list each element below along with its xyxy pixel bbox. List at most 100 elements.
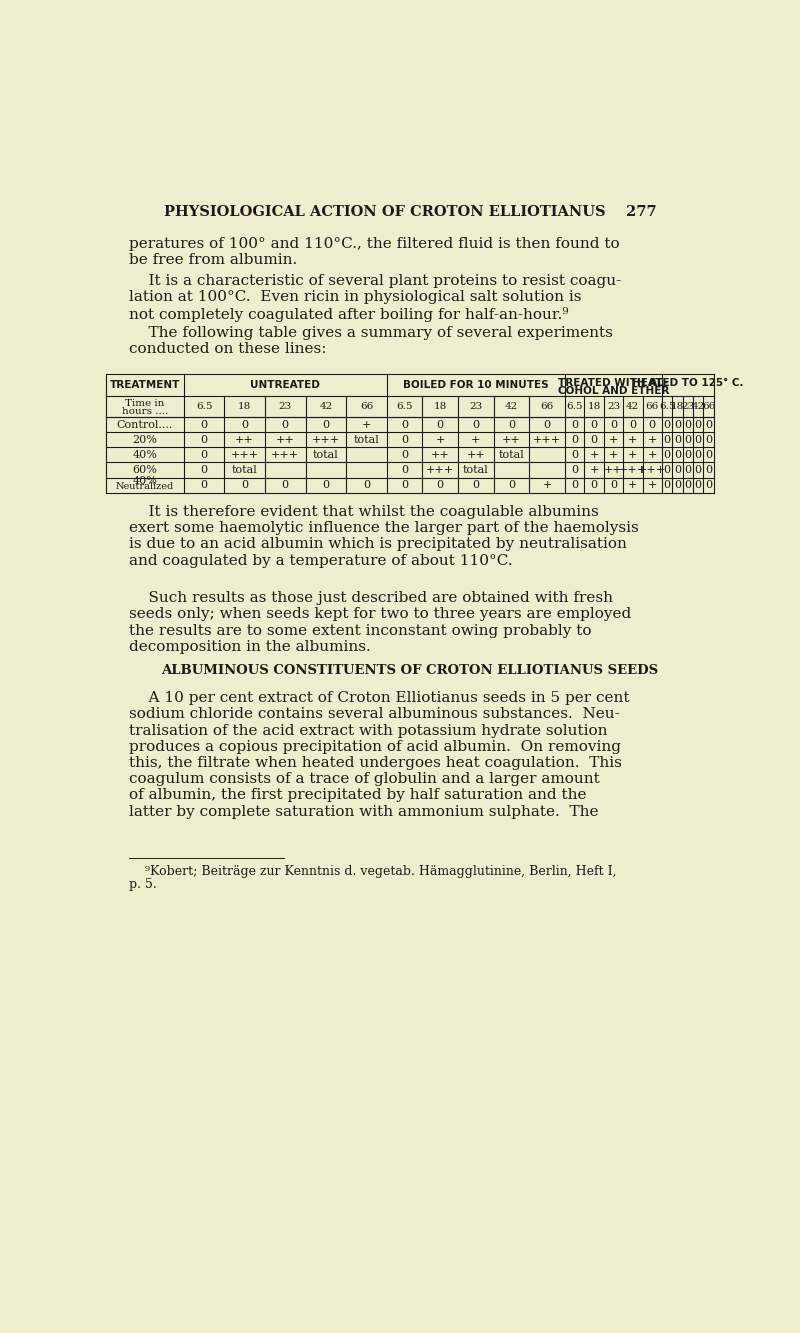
Text: 66: 66 bbox=[541, 401, 554, 411]
Text: +: + bbox=[628, 449, 638, 460]
Text: 0: 0 bbox=[590, 420, 598, 429]
Text: 0: 0 bbox=[201, 480, 207, 491]
Text: +: + bbox=[647, 449, 657, 460]
Text: 0: 0 bbox=[684, 449, 691, 460]
Text: +: + bbox=[590, 449, 598, 460]
Text: 0: 0 bbox=[282, 420, 289, 429]
Text: BOILED FOR 10 MINUTES: BOILED FOR 10 MINUTES bbox=[403, 380, 549, 389]
Text: 18: 18 bbox=[671, 401, 684, 411]
Text: 23: 23 bbox=[607, 401, 620, 411]
Text: The following table gives a summary of several experiments
conducted on these li: The following table gives a summary of s… bbox=[130, 325, 614, 356]
Text: hours ....: hours .... bbox=[122, 407, 168, 416]
Text: Neutralized: Neutralized bbox=[116, 483, 174, 491]
Text: p. 5.: p. 5. bbox=[130, 877, 157, 890]
Text: 0: 0 bbox=[674, 480, 681, 491]
Text: 42: 42 bbox=[626, 401, 639, 411]
Text: ++: ++ bbox=[466, 449, 486, 460]
Text: 0: 0 bbox=[508, 420, 515, 429]
Text: 0: 0 bbox=[694, 465, 702, 475]
Text: +: + bbox=[647, 435, 657, 445]
Text: +++: +++ bbox=[230, 449, 258, 460]
Text: 0: 0 bbox=[663, 480, 670, 491]
Text: 0: 0 bbox=[401, 480, 408, 491]
Text: +: + bbox=[362, 420, 371, 429]
Text: total: total bbox=[354, 435, 379, 445]
Text: total: total bbox=[463, 465, 489, 475]
Text: 6.5: 6.5 bbox=[659, 401, 675, 411]
Text: 0: 0 bbox=[684, 465, 691, 475]
Text: 0: 0 bbox=[694, 435, 702, 445]
Text: 0: 0 bbox=[674, 449, 681, 460]
Text: ALBUMINOUS CONSTITUENTS OF CROTON ELLIOTIANUS SEEDS: ALBUMINOUS CONSTITUENTS OF CROTON ELLIOT… bbox=[162, 664, 658, 677]
Text: 0: 0 bbox=[201, 435, 207, 445]
Text: 0: 0 bbox=[571, 435, 578, 445]
Text: 0: 0 bbox=[590, 435, 598, 445]
Text: A 10 per cent extract of Croton Elliotianus seeds in 5 per cent
sodium chloride : A 10 per cent extract of Croton Elliotia… bbox=[130, 692, 630, 818]
Text: 66: 66 bbox=[702, 401, 715, 411]
Text: 18: 18 bbox=[434, 401, 447, 411]
Text: 0: 0 bbox=[363, 480, 370, 491]
Text: 0: 0 bbox=[571, 449, 578, 460]
Text: +: + bbox=[609, 435, 618, 445]
Text: COHOL AND ETHER: COHOL AND ETHER bbox=[558, 387, 669, 396]
Text: 0: 0 bbox=[571, 420, 578, 429]
Text: ++: ++ bbox=[604, 465, 623, 475]
Text: 0: 0 bbox=[663, 465, 670, 475]
Text: +: + bbox=[435, 435, 445, 445]
Text: PHYSIOLOGICAL ACTION OF CROTON ELLIOTIANUS    277: PHYSIOLOGICAL ACTION OF CROTON ELLIOTIAN… bbox=[164, 205, 656, 219]
Text: +++: +++ bbox=[426, 465, 454, 475]
Text: 0: 0 bbox=[610, 480, 617, 491]
Text: 0: 0 bbox=[705, 435, 712, 445]
Text: 18: 18 bbox=[238, 401, 251, 411]
Text: 0: 0 bbox=[201, 449, 207, 460]
Text: 0: 0 bbox=[705, 480, 712, 491]
Text: 0: 0 bbox=[322, 420, 330, 429]
Text: +++: +++ bbox=[638, 465, 666, 475]
Text: 18: 18 bbox=[587, 401, 601, 411]
Text: 0: 0 bbox=[705, 420, 712, 429]
Text: 0: 0 bbox=[401, 420, 408, 429]
Text: 0: 0 bbox=[663, 420, 670, 429]
Text: total: total bbox=[498, 449, 525, 460]
Text: 0: 0 bbox=[544, 420, 550, 429]
Text: 0: 0 bbox=[630, 420, 636, 429]
Text: total: total bbox=[313, 449, 338, 460]
Text: 0: 0 bbox=[401, 465, 408, 475]
Text: 42: 42 bbox=[319, 401, 333, 411]
Text: 0: 0 bbox=[201, 420, 207, 429]
Text: 0: 0 bbox=[282, 480, 289, 491]
Text: 0: 0 bbox=[674, 435, 681, 445]
Text: 66: 66 bbox=[646, 401, 659, 411]
Text: 0: 0 bbox=[674, 420, 681, 429]
Text: 0: 0 bbox=[663, 435, 670, 445]
Text: 42: 42 bbox=[691, 401, 705, 411]
Text: 6.5: 6.5 bbox=[566, 401, 583, 411]
Text: +: + bbox=[628, 480, 638, 491]
Text: 0: 0 bbox=[241, 480, 248, 491]
Text: 0: 0 bbox=[694, 420, 702, 429]
Text: 0: 0 bbox=[437, 420, 444, 429]
Text: ++: ++ bbox=[276, 435, 294, 445]
Text: 0: 0 bbox=[437, 480, 444, 491]
Text: ++: ++ bbox=[502, 435, 521, 445]
Text: Control....: Control.... bbox=[117, 420, 173, 429]
Text: 60%: 60% bbox=[133, 465, 158, 475]
Text: 0: 0 bbox=[684, 480, 691, 491]
Text: 0: 0 bbox=[508, 480, 515, 491]
Text: +++: +++ bbox=[271, 449, 299, 460]
Text: 0: 0 bbox=[571, 465, 578, 475]
Text: 6.5: 6.5 bbox=[396, 401, 413, 411]
Text: 0: 0 bbox=[610, 420, 617, 429]
Text: 0: 0 bbox=[322, 480, 330, 491]
Text: 23: 23 bbox=[470, 401, 482, 411]
Text: ++: ++ bbox=[235, 435, 254, 445]
Text: 0: 0 bbox=[590, 480, 598, 491]
Text: 0: 0 bbox=[663, 449, 670, 460]
Text: 0: 0 bbox=[241, 420, 248, 429]
Text: +++: +++ bbox=[618, 465, 647, 475]
Text: ++: ++ bbox=[431, 449, 450, 460]
Text: It is therefore evident that whilst the coagulable albumins
exert some haemolyti: It is therefore evident that whilst the … bbox=[130, 505, 639, 568]
Text: 40%: 40% bbox=[133, 449, 158, 460]
Text: 0: 0 bbox=[684, 420, 691, 429]
Text: +++: +++ bbox=[533, 435, 562, 445]
